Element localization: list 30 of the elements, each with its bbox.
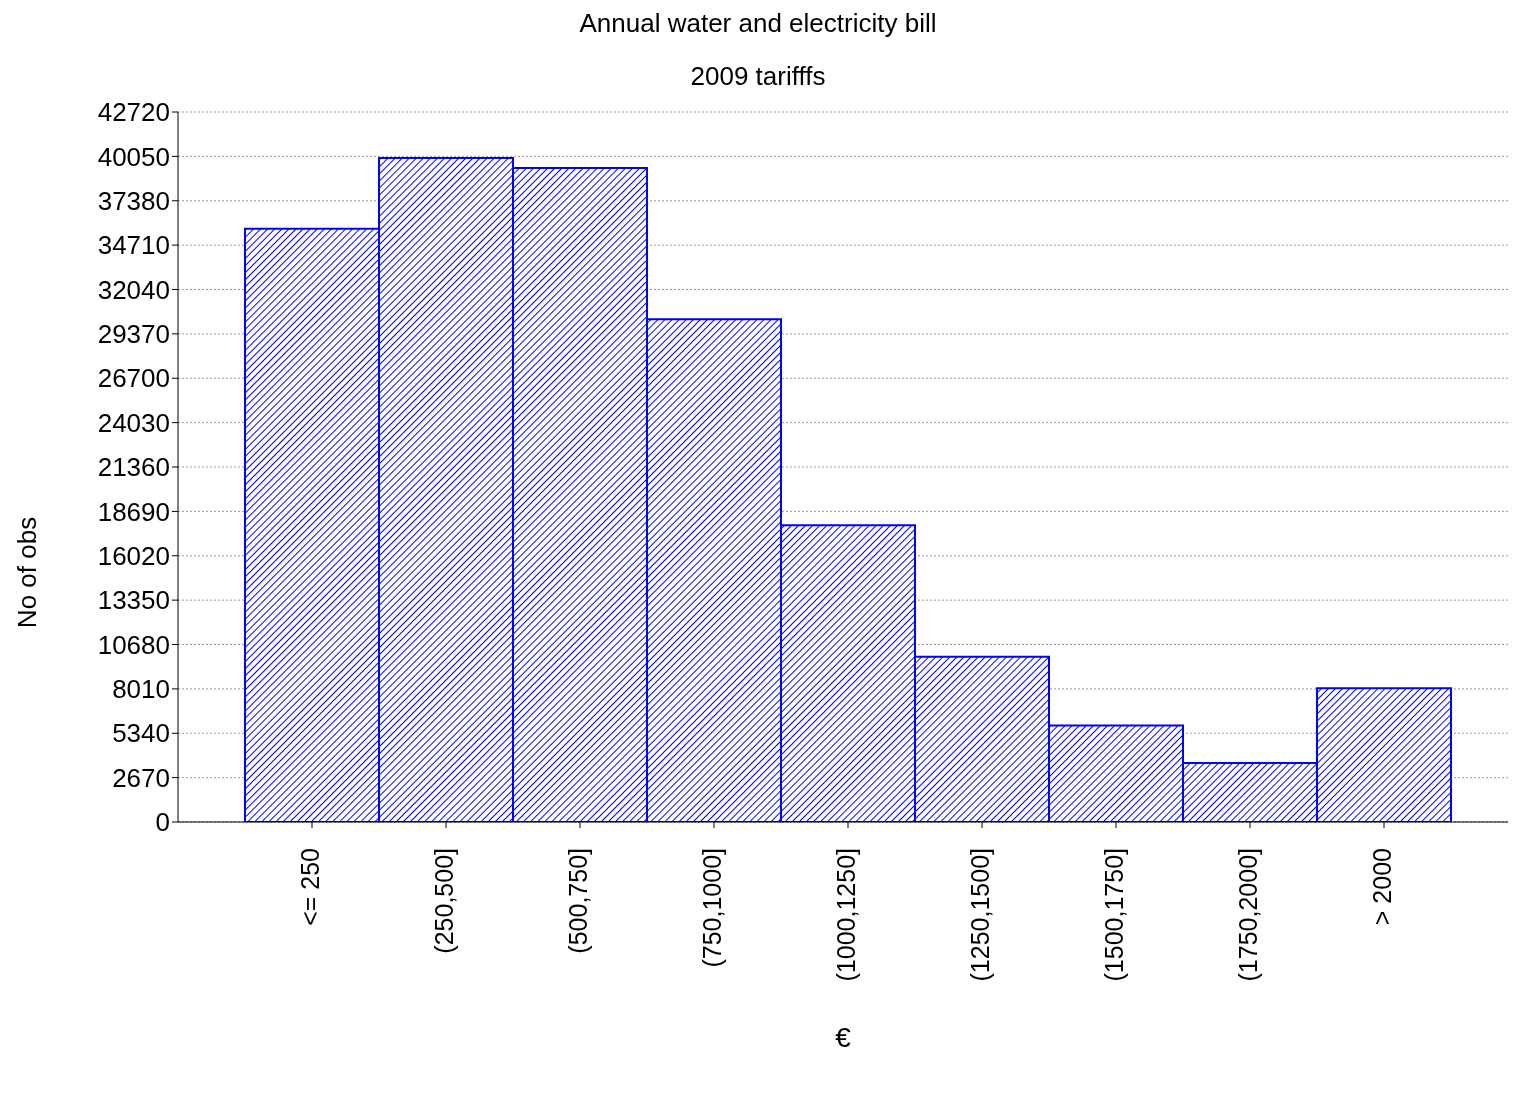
y-tick-label: 0 xyxy=(155,807,170,838)
x-tick-label: <= 250 xyxy=(295,848,324,926)
x-tick-label: (1000,1250] xyxy=(831,848,860,982)
y-tick-label: 21360 xyxy=(97,452,170,483)
x-tick-label: (1250,1500] xyxy=(965,848,994,982)
y-tick-label: 13350 xyxy=(97,585,170,616)
x-tick-label: > 2000 xyxy=(1367,848,1396,926)
y-tick-label: 42720 xyxy=(97,97,170,128)
y-tick-label: 18690 xyxy=(97,496,170,527)
x-tick-label: (750,1000] xyxy=(697,848,726,968)
y-tick-label: 5340 xyxy=(112,718,170,749)
chart-title: Annual water and electricity bill xyxy=(578,8,938,39)
y-tick-label: 16020 xyxy=(97,540,170,571)
y-tick-label: 2670 xyxy=(112,762,170,793)
x-tick-label: (250,500] xyxy=(429,848,458,954)
y-tick-label: 29370 xyxy=(97,319,170,350)
y-tick-label: 8010 xyxy=(112,674,170,705)
y-tick-label: 34710 xyxy=(97,230,170,261)
x-tick-label: (1500,1750] xyxy=(1099,848,1128,982)
x-tick-label: (500,750] xyxy=(563,848,592,954)
y-tick-label: 24030 xyxy=(97,407,170,438)
y-axis-title: No of obs xyxy=(12,516,44,628)
y-tick-label: 40050 xyxy=(97,141,170,172)
y-tick-label: 37380 xyxy=(97,185,170,216)
x-tick-label: (1750,2000] xyxy=(1233,848,1262,982)
chart-subtitle: 2009 tarifffs xyxy=(689,61,827,92)
x-axis-title: € xyxy=(834,1022,852,1054)
y-tick-label: 10680 xyxy=(97,629,170,660)
y-tick-label: 32040 xyxy=(97,274,170,305)
y-tick-label: 26700 xyxy=(97,363,170,394)
